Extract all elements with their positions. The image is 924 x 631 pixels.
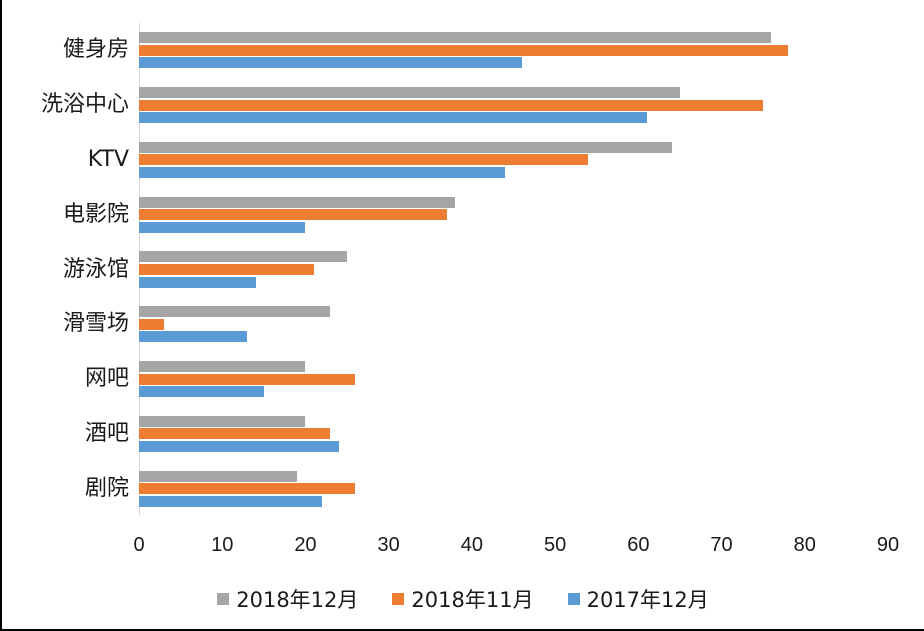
category-label-电影院: 电影院 [62, 201, 129, 227]
legend-label: 2018年12月 [236, 588, 359, 612]
bar-2017年12月-剧院 [139, 495, 323, 507]
bar-2018年11月-游泳馆 [139, 263, 314, 275]
legend-item-2018年11月: 2018年11月 [392, 584, 534, 614]
category-label-酒吧: 酒吧 [84, 420, 129, 446]
bar-2018年11月-酒吧 [139, 428, 331, 440]
x-tick-label-80: 80 [793, 534, 816, 556]
legend-item-2017年12月: 2017年12月 [567, 584, 709, 614]
category-label-游泳馆: 游泳馆 [62, 256, 129, 282]
bar-2017年12月-洗浴中心 [139, 112, 647, 124]
category-label-滑雪场: 滑雪场 [62, 311, 129, 337]
x-tick-label-90: 90 [876, 534, 900, 556]
bar-2017年12月-酒吧 [139, 440, 339, 452]
bar-group-7 [139, 352, 888, 407]
bar-2018年11月-网吧 [139, 373, 356, 385]
bar-2018年12月-滑雪场 [139, 306, 331, 318]
category-label-KTV: KTV [87, 146, 129, 172]
category-label-网吧: 网吧 [84, 366, 129, 392]
x-tick-label-30: 30 [377, 534, 400, 556]
category-label-健身房: 健身房 [62, 37, 129, 63]
bar-2018年12月-酒吧 [139, 415, 306, 427]
category-label-剧院: 剧院 [84, 475, 129, 501]
bar-2018年11月-电影院 [139, 209, 447, 221]
bar-group-2 [139, 78, 888, 133]
bar-2018年11月-滑雪场 [139, 318, 164, 330]
legend: 2018年12月 2018年11月 2017年12月 [2, 584, 924, 614]
legend-item-2018年12月: 2018年12月 [217, 584, 358, 614]
bar-2018年11月-KTV [139, 154, 589, 166]
bar-group-4 [139, 187, 888, 242]
x-tick-label-70: 70 [710, 534, 733, 556]
bar-group-3 [139, 133, 888, 188]
bar-2017年12月-游泳馆 [139, 276, 256, 288]
legend-label: 2018年11月 [411, 588, 534, 612]
legend-label: 2017年12月 [586, 588, 709, 612]
bar-group-9 [139, 461, 888, 516]
legend-swatch-icon [567, 593, 580, 605]
bar-2018年12月-游泳馆 [139, 251, 348, 263]
bar-group-1 [139, 23, 888, 78]
legend-swatch-icon [217, 593, 230, 605]
x-tick-label-20: 20 [294, 534, 317, 556]
bar-2018年11月-剧院 [139, 483, 356, 495]
bar-2018年12月-KTV [139, 141, 672, 153]
bar-2017年12月-网吧 [139, 386, 264, 398]
legend-swatch-icon [392, 593, 405, 605]
x-tick-label-0: 0 [133, 534, 145, 556]
bar-2018年11月-洗浴中心 [139, 99, 764, 111]
bar-2017年12月-滑雪场 [139, 331, 248, 343]
bar-2018年12月-网吧 [139, 360, 306, 372]
bar-2018年12月-健身房 [139, 32, 772, 44]
category-label-洗浴中心: 洗浴中心 [40, 92, 129, 118]
bar-group-5 [139, 242, 888, 297]
bar-2017年12月-电影院 [139, 221, 306, 233]
bar-2018年12月-洗浴中心 [139, 87, 680, 99]
x-tick-label-40: 40 [460, 534, 483, 556]
bar-2018年11月-健身房 [139, 44, 789, 56]
bar-2017年12月-健身房 [139, 57, 522, 69]
x-tick-label-50: 50 [543, 534, 567, 556]
x-tick-label-10: 10 [211, 534, 234, 556]
bar-group-8 [139, 406, 888, 461]
x-tick-label-60: 60 [627, 534, 650, 556]
bar-2017年12月-KTV [139, 167, 506, 179]
bar-2018年12月-电影院 [139, 196, 456, 208]
bar-group-6 [139, 297, 888, 352]
bar-2018年12月-剧院 [139, 470, 298, 482]
